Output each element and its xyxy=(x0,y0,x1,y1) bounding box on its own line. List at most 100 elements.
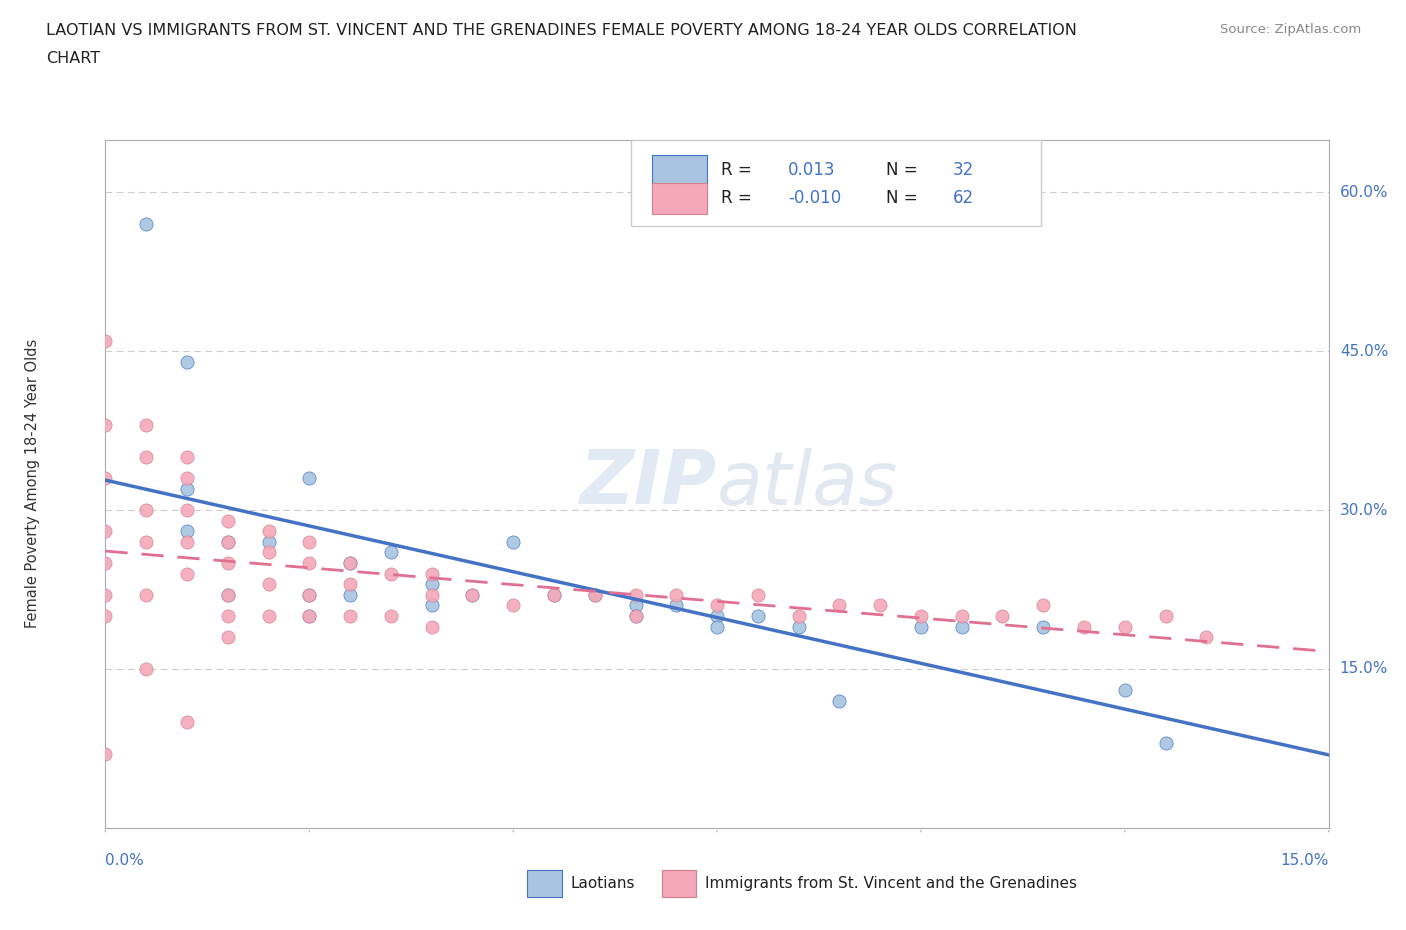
Bar xyxy=(527,870,562,897)
Text: 32: 32 xyxy=(953,162,974,179)
Point xyxy=(339,588,361,603)
Point xyxy=(869,598,891,613)
Point xyxy=(176,714,198,729)
Point xyxy=(176,524,198,538)
Point xyxy=(624,608,647,623)
Text: Laotians: Laotians xyxy=(571,876,634,891)
Text: 45.0%: 45.0% xyxy=(1340,344,1388,359)
Point xyxy=(217,588,239,603)
Point xyxy=(910,608,932,623)
Point xyxy=(257,577,280,591)
Point xyxy=(257,535,280,550)
Point xyxy=(461,588,484,603)
Point xyxy=(135,450,157,465)
Point xyxy=(176,450,198,465)
Text: R =: R = xyxy=(721,162,756,179)
Point xyxy=(339,608,361,623)
Point xyxy=(420,566,443,581)
Text: R =: R = xyxy=(721,189,756,207)
Point xyxy=(828,693,851,708)
Point xyxy=(257,608,280,623)
Point xyxy=(1154,608,1177,623)
Text: -0.010: -0.010 xyxy=(787,189,841,207)
Point xyxy=(950,619,973,634)
Point xyxy=(135,535,157,550)
Point xyxy=(339,555,361,570)
Point xyxy=(298,588,321,603)
Text: 0.013: 0.013 xyxy=(787,162,835,179)
Point xyxy=(502,598,524,613)
Point xyxy=(1073,619,1095,634)
Point xyxy=(1032,598,1054,613)
Point xyxy=(217,588,239,603)
Point xyxy=(176,566,198,581)
Point xyxy=(624,608,647,623)
Point xyxy=(135,502,157,517)
Text: atlas: atlas xyxy=(717,447,898,520)
Bar xyxy=(652,154,707,186)
Point xyxy=(420,598,443,613)
Point xyxy=(94,524,117,538)
Point xyxy=(176,482,198,497)
Point xyxy=(135,661,157,676)
Point xyxy=(176,354,198,369)
Point xyxy=(135,418,157,432)
Point xyxy=(94,608,117,623)
Point xyxy=(339,555,361,570)
Point xyxy=(1154,736,1177,751)
Point xyxy=(420,577,443,591)
Point xyxy=(1032,619,1054,634)
Point xyxy=(665,588,688,603)
Bar xyxy=(652,183,707,214)
Point xyxy=(380,608,402,623)
Point xyxy=(583,588,606,603)
Point xyxy=(624,598,647,613)
Point xyxy=(298,608,321,623)
Point xyxy=(543,588,565,603)
Point xyxy=(1114,683,1136,698)
Point xyxy=(706,619,728,634)
Point xyxy=(624,588,647,603)
Point xyxy=(950,608,973,623)
Point xyxy=(176,502,198,517)
Point xyxy=(1114,619,1136,634)
Point xyxy=(380,545,402,560)
Point xyxy=(217,513,239,528)
Point xyxy=(298,535,321,550)
Point xyxy=(991,608,1014,623)
FancyBboxPatch shape xyxy=(631,140,1042,226)
Point xyxy=(298,471,321,485)
Point xyxy=(706,608,728,623)
Point xyxy=(94,418,117,432)
Point xyxy=(1195,630,1218,644)
Point xyxy=(94,471,117,485)
Point xyxy=(583,588,606,603)
Point xyxy=(787,608,810,623)
Point xyxy=(380,566,402,581)
Point xyxy=(787,619,810,634)
Text: LAOTIAN VS IMMIGRANTS FROM ST. VINCENT AND THE GRENADINES FEMALE POVERTY AMONG 1: LAOTIAN VS IMMIGRANTS FROM ST. VINCENT A… xyxy=(46,23,1077,38)
Point xyxy=(543,588,565,603)
Text: 15.0%: 15.0% xyxy=(1340,661,1388,676)
Point xyxy=(176,535,198,550)
Text: ZIP: ZIP xyxy=(579,447,717,520)
Point xyxy=(665,598,688,613)
Point xyxy=(298,555,321,570)
Point xyxy=(94,746,117,761)
Point xyxy=(217,608,239,623)
Text: CHART: CHART xyxy=(46,51,100,66)
Point xyxy=(94,333,117,348)
Text: 30.0%: 30.0% xyxy=(1340,502,1388,518)
Point xyxy=(461,588,484,603)
Point xyxy=(217,535,239,550)
Point xyxy=(420,619,443,634)
Point xyxy=(217,630,239,644)
Point xyxy=(420,588,443,603)
Point xyxy=(217,535,239,550)
Point xyxy=(94,588,117,603)
Point xyxy=(828,598,851,613)
Point xyxy=(94,555,117,570)
Text: 62: 62 xyxy=(953,189,974,207)
Point xyxy=(706,598,728,613)
Point xyxy=(910,619,932,634)
